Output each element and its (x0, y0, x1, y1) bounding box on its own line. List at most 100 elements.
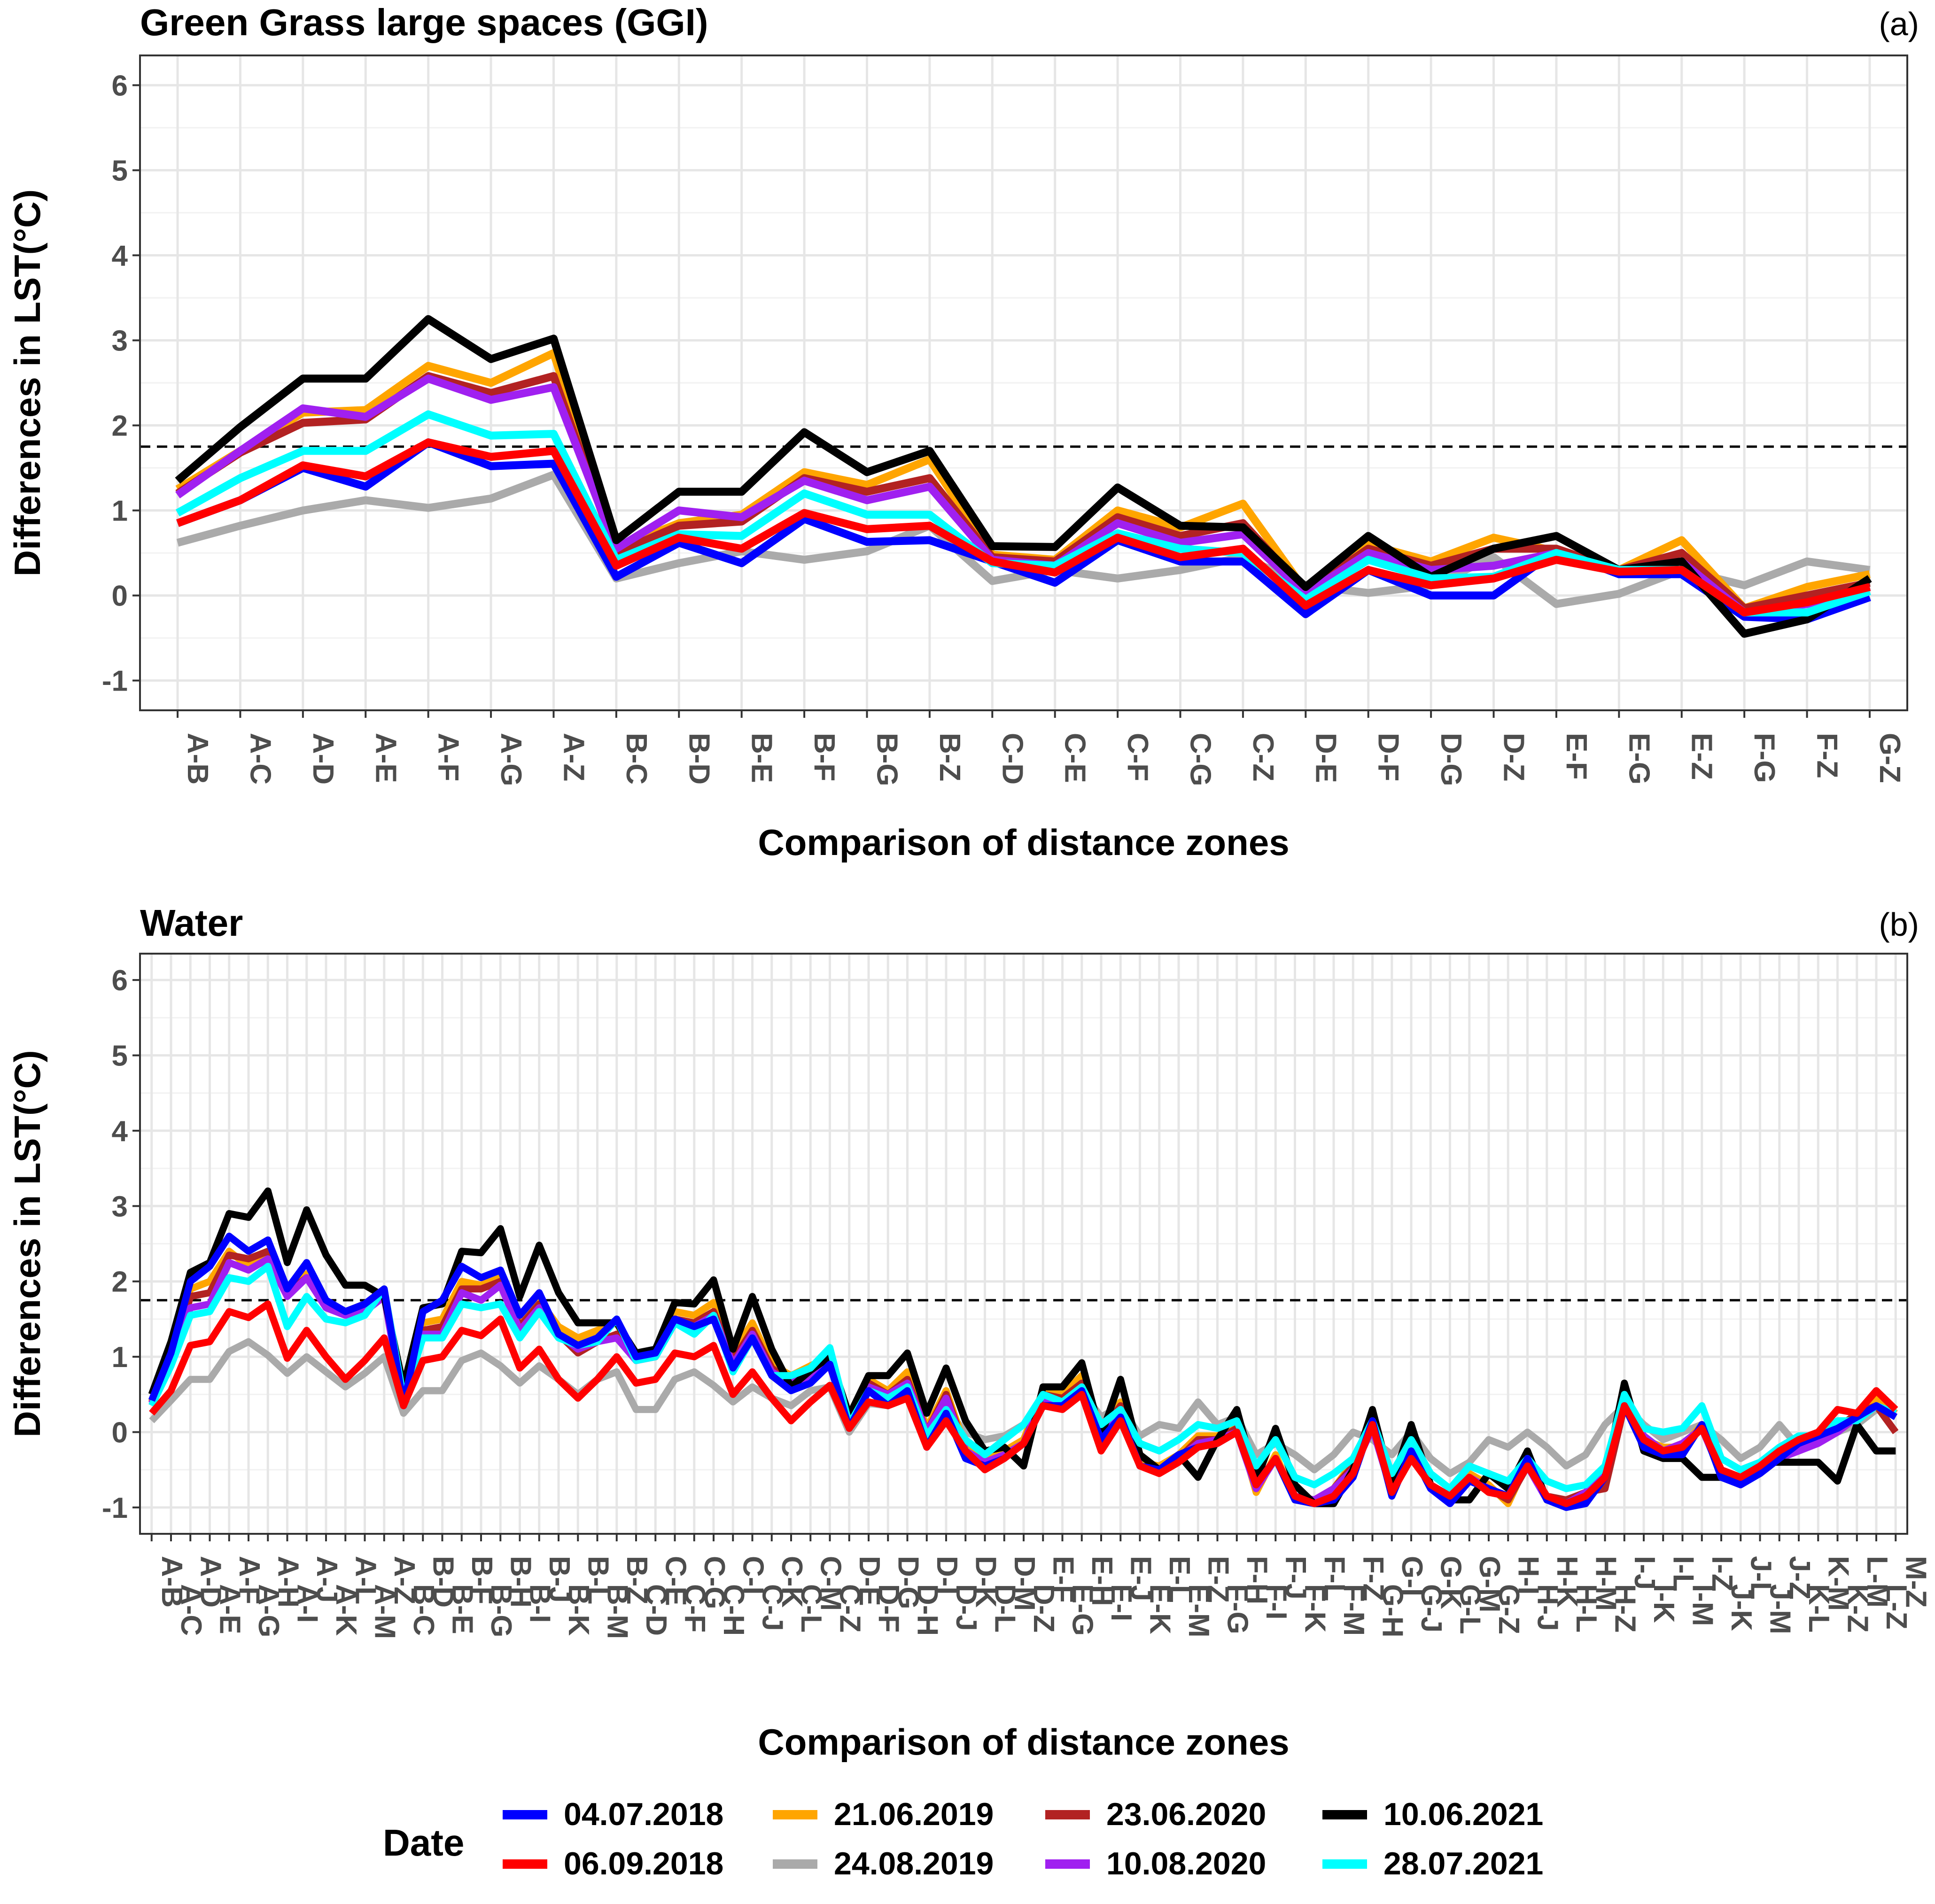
x-tick-label: C-J (756, 1584, 789, 1631)
x-tick-label: A-F (233, 1556, 265, 1604)
panel-title: Green Grass large spaces (GGI) (140, 1, 708, 43)
x-tick-label: L-Z (1880, 1584, 1912, 1629)
x-tick-label: C-H (717, 1584, 750, 1636)
x-tick-label: F-Z (1811, 733, 1843, 778)
x-tick-label: I-L (1667, 1556, 1699, 1592)
legend-label: 06.09.2018 (564, 1846, 723, 1881)
legend-label: 10.06.2021 (1383, 1796, 1543, 1832)
x-tick-label: E-M (1182, 1584, 1215, 1638)
legend-label: 24.08.2019 (834, 1846, 994, 1881)
x-tick-label: D-G (892, 1556, 924, 1609)
x-tick-label: B-Z (933, 733, 966, 781)
x-tick-label: E-G (1623, 733, 1655, 785)
x-tick-label: E-I (1105, 1584, 1137, 1621)
x-tick-label: B-F (466, 1556, 498, 1604)
x-tick-label: J-M (1764, 1584, 1796, 1634)
y-tick-label: 5 (112, 1040, 128, 1072)
x-tick-label: B-M (601, 1584, 634, 1639)
x-tick-label: D-J (950, 1584, 982, 1631)
x-tick-label: C-G (1184, 733, 1217, 786)
x-tick-label: F-K (1299, 1584, 1331, 1633)
x-tick-label: A-J (311, 1556, 343, 1603)
y-tick-label: 1 (112, 1341, 128, 1374)
x-tick-label: D-K (969, 1556, 1002, 1608)
x-tick-label: G-Z (1492, 1584, 1525, 1634)
x-tick-label: B-L (582, 1556, 614, 1604)
series-line-06-09-2018 (176, 438, 1871, 617)
x-tick-label: D-L (989, 1584, 1021, 1632)
x-tick-label: B-E (746, 733, 778, 783)
x-tick-label: G-Z (1873, 733, 1906, 783)
x-tick-label: I-Z (1706, 1556, 1738, 1592)
x-tick-label: B-I (524, 1584, 556, 1623)
x-tick-label: J-Z (1783, 1556, 1816, 1600)
x-tick-label: K-Z (1842, 1584, 1874, 1632)
x-tick-label: E-K (1144, 1584, 1176, 1634)
x-tick-label: I-M (1686, 1584, 1719, 1626)
x-tick-label: A-D (194, 1556, 226, 1608)
x-tick-label: H-I (1512, 1556, 1544, 1595)
panel-title: Water (140, 902, 243, 944)
x-tick-label: F-Z (1357, 1556, 1389, 1601)
y-tick-label: 1 (112, 495, 128, 528)
panel-ggi: -1 0 1 2 3 4 5 6 A-B A-C A-D A-E A-F A-G A-Z B-C B-D B-E B… (7, 1, 1919, 863)
x-tick-label: H-L (1570, 1584, 1602, 1632)
x-tick-label: B-E (446, 1584, 479, 1634)
x-tick-label: B-G (485, 1584, 517, 1638)
x-tick-label: A-D (307, 733, 339, 785)
x-tick-label: C-E (659, 1556, 692, 1606)
x-tick-label: D-Z (1027, 1584, 1060, 1632)
x-tick-label: A-G (495, 733, 527, 786)
y-tick-label: 3 (112, 325, 128, 357)
legend-label: 04.07.2018 (564, 1796, 723, 1832)
x-tick-label: F-J (1279, 1556, 1312, 1600)
x-tick-label: H-K (1551, 1556, 1583, 1608)
x-tick-label: B-J (543, 1556, 575, 1603)
y-axis-title: Differences in LST(°C) (7, 189, 48, 576)
x-tick-label: A-L (349, 1556, 381, 1604)
x-tick-label: D-G (1435, 733, 1467, 786)
y-tick-label: -1 (102, 1492, 128, 1524)
x-tick-label: A-E (214, 1584, 246, 1634)
x-tick-label: E-G (1066, 1584, 1099, 1636)
panel-tag: (b) (1879, 906, 1919, 943)
x-tick-label: C-E (1059, 733, 1091, 783)
x-tick-label: C-F (1121, 733, 1154, 781)
y-tick-label: 5 (112, 155, 128, 187)
x-tick-label: D-Z (1498, 733, 1530, 781)
x-tick-label: D-E (853, 1556, 886, 1606)
x-tick-label: C-D (996, 733, 1028, 785)
x-tick-label: I-K (1647, 1584, 1680, 1623)
x-tick-label: F-G (1221, 1584, 1254, 1634)
x-tick-label: J-L (1744, 1556, 1777, 1600)
x-tick-label: A-E (369, 733, 402, 783)
legend-label: 23.06.2020 (1106, 1796, 1266, 1832)
x-tick-label: I-J (1628, 1556, 1661, 1590)
x-tick-label: B-D (683, 733, 715, 785)
y-tick-label: 4 (112, 1115, 128, 1148)
x-tick-label: B-C (407, 1584, 440, 1636)
x-tick-label: A-Z (388, 1556, 420, 1604)
x-tick-label: A-Z (557, 733, 590, 781)
x-tick-label: E-F (1047, 1556, 1079, 1603)
plot-border (139, 953, 1908, 1535)
y-tick-label: 0 (112, 580, 128, 613)
y-tick-label: 6 (112, 964, 128, 997)
y-tick-label: 3 (112, 1190, 128, 1223)
x-tick-label: K-M (1822, 1556, 1854, 1611)
x-tick-label: C-I (737, 1556, 769, 1595)
x-tick-label: B-G (870, 733, 903, 786)
x-tick-label: B-F (808, 733, 840, 781)
x-axis-title: Comparison of distance zones (758, 1721, 1289, 1763)
x-tick-label: H-M (1589, 1556, 1622, 1611)
panel-water: -10123456A-BA-CA-DA-EA-FA-GA-HA-IA-JA-KA… (7, 902, 1932, 1763)
y-tick-label: 2 (112, 1266, 128, 1298)
x-tick-label: L-M (1861, 1556, 1893, 1608)
x-tick-label: E-J (1124, 1556, 1157, 1601)
series-line-06-09-2018 (149, 1300, 1898, 1508)
x-tick-label: A-F (432, 733, 465, 781)
x-tick-label: G-J (1415, 1584, 1447, 1632)
x-tick-label: H-J (1531, 1584, 1564, 1631)
